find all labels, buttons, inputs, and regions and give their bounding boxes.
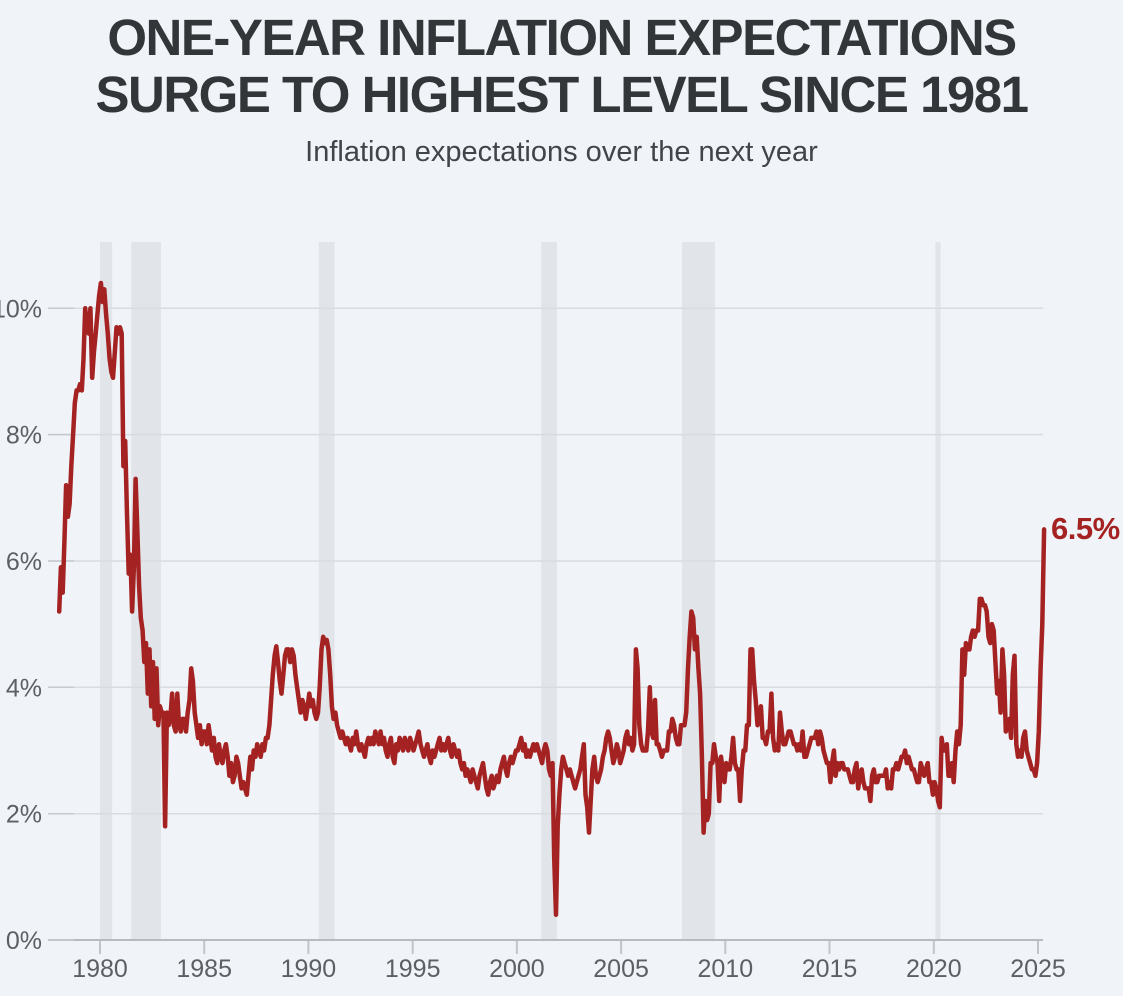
latest-value-label: 6.5% — [1051, 511, 1120, 546]
y-axis-label: 6% — [6, 548, 42, 576]
x-axis-label: 2025 — [1010, 955, 1066, 983]
chart-page: ONE-YEAR INFLATION EXPECTATIONS SURGE TO… — [0, 9, 1123, 996]
x-axis-label: 1995 — [385, 955, 441, 983]
x-axis-label: 2020 — [906, 955, 962, 983]
recession-band — [100, 242, 113, 940]
page-title: ONE-YEAR INFLATION EXPECTATIONS SURGE TO… — [0, 9, 1123, 123]
y-axis-label: 4% — [6, 674, 42, 702]
y-axis-label: 0% — [6, 927, 42, 955]
x-axis-label: 1980 — [72, 955, 128, 983]
y-axis-label: 10% — [0, 295, 42, 323]
x-axis-label: 2010 — [697, 955, 753, 983]
series-line — [56, 280, 1047, 917]
x-axis-label: 2005 — [593, 955, 649, 983]
line-chart-canvas: 0% 2% 4% 6% 8% 10% 1980 1985 1990 1995 2000 2005 201… — [0, 242, 1066, 983]
recession-band — [131, 242, 161, 940]
recession-band — [935, 242, 941, 940]
recession-band — [682, 242, 715, 940]
title-line-2: SURGE TO HIGHEST LEVEL SINCE 1981 — [95, 66, 1029, 123]
title-line-1: ONE-YEAR INFLATION EXPECTATIONS — [107, 9, 1017, 66]
x-axis-label: 2000 — [489, 955, 545, 983]
y-axis-label: 8% — [6, 422, 42, 450]
x-axis-label: 2015 — [802, 955, 858, 983]
chart-subtitle: Inflation expectations over the next yea… — [305, 136, 818, 168]
recession-band — [318, 242, 335, 940]
y-axis-label: 2% — [6, 801, 42, 829]
x-axis-label: 1990 — [281, 955, 337, 983]
x-axis-label: 1985 — [176, 955, 232, 983]
